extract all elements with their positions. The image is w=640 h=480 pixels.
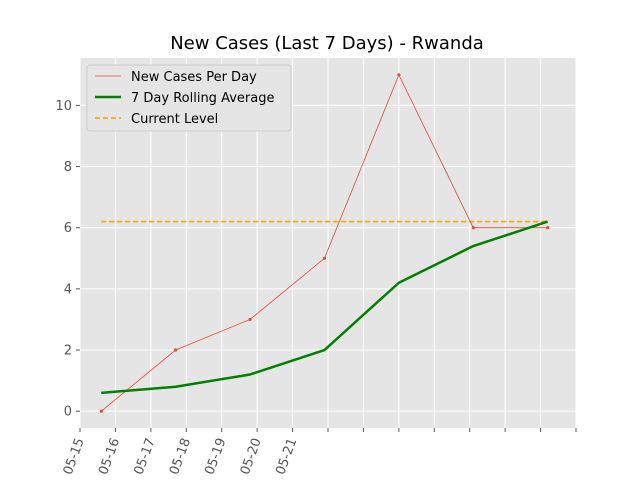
y-tick-label: 2 xyxy=(64,344,72,359)
x-tick-label: 05-20 xyxy=(238,436,265,477)
chart-title: New Cases (Last 7 Days) - Rwanda xyxy=(170,33,484,54)
new-cases-point xyxy=(99,409,103,413)
y-tick-label: 0 xyxy=(64,405,72,420)
y-tick-label: 4 xyxy=(64,282,72,297)
y-axis: 0 2 4 6 8 10 xyxy=(55,99,80,420)
x-tick-label: 05-19 xyxy=(202,436,229,477)
legend-box xyxy=(86,64,292,132)
legend-label-new-cases: New Cases Per Day xyxy=(131,70,257,85)
y-tick-label: 8 xyxy=(64,160,72,175)
x-tick-label: 05-16 xyxy=(96,436,123,477)
new-cases-point xyxy=(248,317,252,322)
new-cases-point xyxy=(174,348,178,352)
new-cases-point xyxy=(322,256,327,260)
x-tick-label: 05-18 xyxy=(167,436,194,477)
new-cases-point xyxy=(397,73,401,77)
x-tick-label: 05-15 xyxy=(61,436,88,477)
legend-label-current-level: Current Level xyxy=(131,112,218,127)
legend: New Cases Per Day 7 Day Rolling Average … xyxy=(86,64,292,132)
new-cases-point xyxy=(546,226,550,230)
legend-label-rolling-average: 7 Day Rolling Average xyxy=(131,91,274,106)
new-cases-point xyxy=(471,226,475,230)
y-tick-label: 10 xyxy=(55,99,72,114)
y-tick-label: 6 xyxy=(64,221,72,236)
x-tick-label: 05-17 xyxy=(132,436,159,477)
series-layer xyxy=(99,73,550,413)
series-rolling-average-line xyxy=(101,220,549,395)
x-tick-label: 05-21 xyxy=(273,436,300,477)
x-axis: 05-15 05-16 05-17 05-18 05-19 05-20 05-21 xyxy=(61,428,577,477)
